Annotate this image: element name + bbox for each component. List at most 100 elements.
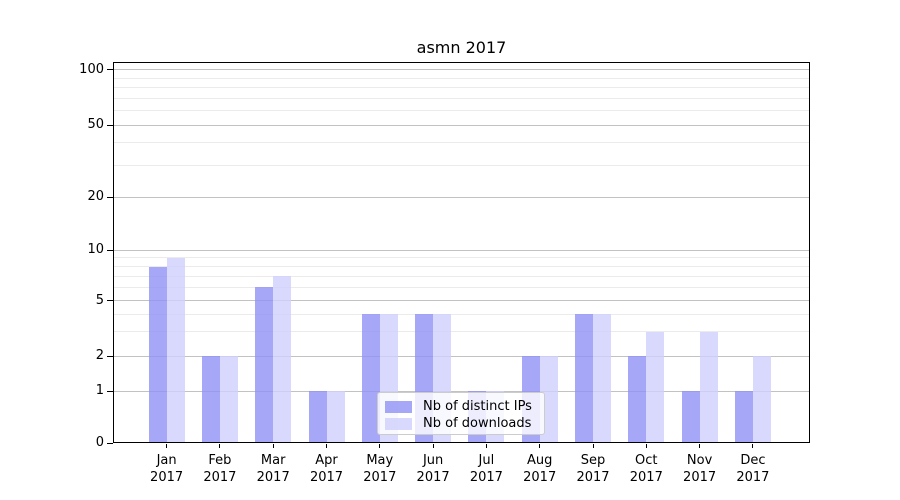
x-tick-label-year: 2017 [683, 470, 717, 485]
x-tick-label-year: 2017 [363, 470, 397, 485]
x-tick-label-month: Feb [208, 453, 232, 468]
x-tick-label-year: 2017 [416, 470, 450, 485]
x-tick-label-month: Nov [686, 453, 713, 468]
gridline-minor-30 [113, 164, 810, 166]
gridline-minor-70 [113, 97, 810, 99]
x-tick-label-year: 2017 [576, 470, 610, 485]
gridline-major-2 [113, 355, 810, 357]
x-tick-label-month: Jul [478, 453, 495, 468]
x-tick-jul [485, 444, 487, 448]
bar-nb-of-distinct-ips-nov [681, 391, 700, 443]
x-tick-aug [539, 444, 541, 448]
y-tick-label-1: 1 [95, 383, 104, 399]
y-tick-2 [107, 355, 113, 357]
gridline-minor-3 [113, 331, 810, 333]
gridline-minor-40 [113, 142, 810, 144]
y-tick-label-0: 0 [95, 435, 104, 450]
x-tick-label-month: Sep [580, 453, 606, 468]
gridline-minor-80 [113, 87, 810, 88]
legend-item-downloads: Nb of downloads [385, 415, 537, 432]
bar-nb-of-distinct-ips-jan [148, 266, 167, 443]
x-tick-label-dec: Dec 2017 [721, 452, 785, 486]
gridline-minor-4 [113, 313, 810, 315]
legend-label-downloads: Nb of downloads [423, 415, 532, 431]
gridline-minor-6 [113, 286, 810, 288]
legend: Nb of distinct IPs Nb of downloads [377, 392, 545, 435]
x-tick-label-year: 2017 [256, 470, 290, 485]
y-tick-label-50: 50 [87, 117, 104, 132]
chart-title: asmn 2017 [416, 38, 507, 57]
bar-nb-of-downloads-jan [166, 257, 185, 443]
gridline-minor-7 [113, 275, 810, 277]
x-tick-sep [592, 444, 594, 448]
gridline-major-50 [113, 124, 810, 126]
x-tick-dec [752, 444, 754, 448]
y-tick-10 [107, 249, 113, 251]
bar-nb-of-distinct-ips-apr [308, 391, 327, 443]
x-tick-label-year: 2017 [736, 470, 770, 485]
x-tick-jun [432, 444, 434, 448]
gridline-minor-90 [113, 77, 810, 79]
legend-swatch-distinct-ips [385, 400, 412, 413]
gridline-major-10 [113, 249, 810, 251]
x-tick-oct [645, 444, 647, 448]
x-tick-label-month: Jan [156, 453, 177, 468]
bar-nb-of-distinct-ips-mar [255, 287, 274, 443]
x-tick-mar [272, 444, 274, 448]
y-tick-5 [107, 300, 113, 302]
x-tick-label-jul: Jul 2017 [454, 452, 518, 486]
x-tick-label-year: 2017 [203, 470, 237, 485]
x-tick-label-jun: Jun 2017 [401, 452, 465, 486]
x-tick-label-month: Apr [315, 453, 338, 468]
bar-nb-of-downloads-sep [593, 314, 611, 443]
y-tick-50 [107, 124, 113, 126]
x-tick-label-nov: Nov 2017 [668, 452, 732, 486]
x-tick-label-month: Jun [422, 453, 444, 468]
x-tick-label-month: Aug [526, 453, 553, 468]
bar-nb-of-downloads-mar [273, 276, 292, 443]
y-tick-20 [107, 196, 113, 198]
x-tick-label-year: 2017 [629, 470, 663, 485]
gridline-major-20 [113, 196, 810, 198]
x-tick-label-mar: Mar 2017 [241, 452, 305, 486]
y-tick-1 [107, 390, 113, 392]
bar-nb-of-distinct-ips-oct [628, 356, 647, 443]
x-tick-label-may: May 2017 [348, 452, 412, 486]
y-tick-label-20: 20 [87, 189, 104, 205]
bar-nb-of-distinct-ips-dec [734, 391, 753, 443]
x-tick-label-aug: Aug 2017 [508, 452, 572, 486]
bar-nb-of-distinct-ips-sep [575, 314, 593, 443]
x-tick-apr [326, 444, 327, 448]
legend-item-distinct-ips: Nb of distinct IPs [385, 398, 537, 415]
x-tick-label-month: Dec [740, 453, 766, 468]
x-tick-label-year: 2017 [150, 470, 184, 485]
x-tick-label-apr: Apr 2017 [295, 452, 359, 486]
bar-nb-of-downloads-apr [326, 391, 345, 443]
y-tick-label-5: 5 [95, 292, 104, 308]
x-tick-label-year: 2017 [309, 470, 344, 485]
legend-label-distinct-ips: Nb of distinct IPs [423, 398, 532, 414]
bar-nb-of-distinct-ips-may [361, 314, 380, 443]
y-tick-label-10: 10 [87, 242, 104, 258]
bar-nb-of-distinct-ips-feb [201, 356, 220, 443]
gridline-major-5 [113, 300, 810, 302]
y-tick-100 [107, 69, 113, 71]
x-tick-label-jan: Jan 2017 [135, 452, 199, 486]
gridline-major-100 [113, 69, 810, 71]
x-tick-label-month: Oct [635, 453, 658, 468]
bar-nb-of-downloads-feb [219, 356, 238, 443]
x-tick-label-month: May [366, 453, 394, 468]
y-tick-label-100: 100 [79, 61, 104, 77]
y-tick-0 [107, 442, 113, 444]
gridline-major-1 [113, 390, 810, 392]
x-tick-label-month: Mar [260, 453, 286, 468]
gridline-minor-60 [113, 109, 810, 111]
x-tick-label-sep: Sep 2017 [561, 452, 625, 486]
x-tick-nov [699, 444, 701, 448]
bar-nb-of-downloads-nov [699, 331, 718, 443]
gridline-minor-9 [113, 257, 810, 259]
x-tick-label-year: 2017 [469, 470, 503, 485]
bar-nb-of-downloads-dec [752, 356, 771, 443]
legend-swatch-downloads [385, 417, 412, 430]
